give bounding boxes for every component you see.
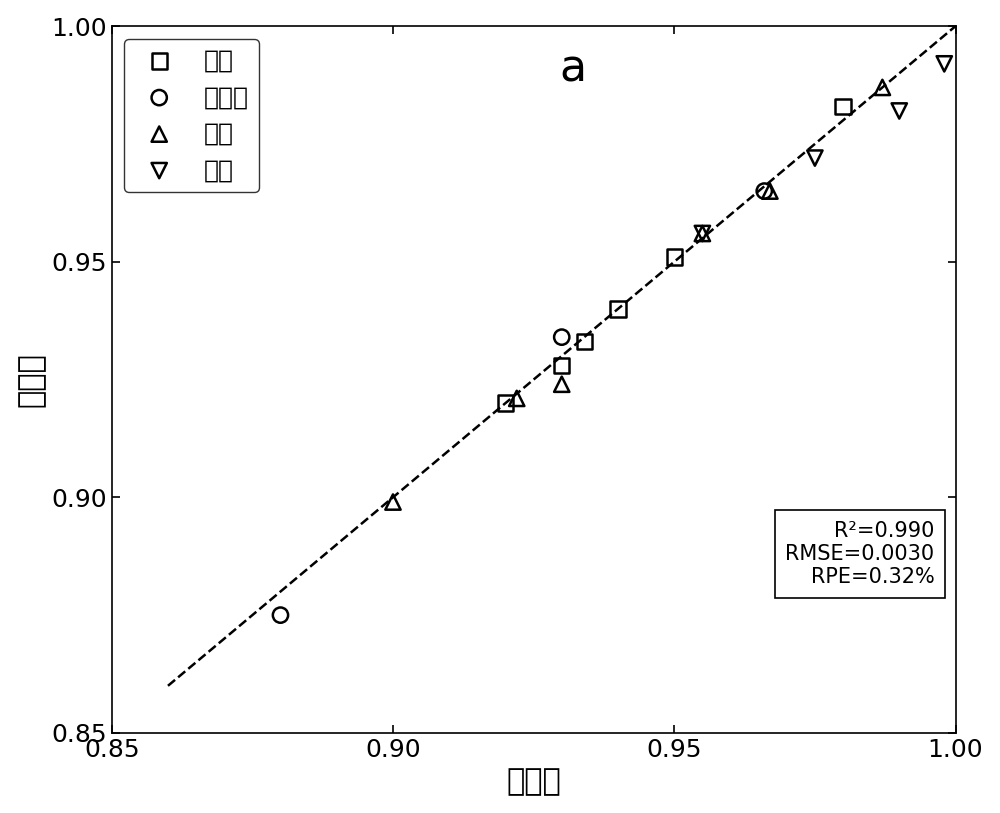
Legend: 杨木, 马尾松, 桦木, 竹子: 杨木, 马尾松, 桦木, 竹子 bbox=[124, 39, 259, 192]
桦木 bbox=[509, 392, 525, 405]
杨木 bbox=[554, 359, 570, 372]
杨木 bbox=[666, 250, 682, 263]
马尾松 bbox=[756, 185, 772, 198]
Y-axis label: 预测値: 预测値 bbox=[17, 352, 46, 407]
竹子 bbox=[936, 58, 952, 71]
Text: R²=0.990
RMSE=0.0030
RPE=0.32%: R²=0.990 RMSE=0.0030 RPE=0.32% bbox=[785, 521, 934, 587]
竹子 bbox=[694, 227, 710, 240]
桦木 bbox=[554, 378, 570, 391]
Text: a: a bbox=[559, 47, 586, 90]
竹子 bbox=[891, 105, 907, 118]
杨木 bbox=[835, 100, 851, 113]
桦木 bbox=[385, 496, 401, 509]
马尾松 bbox=[272, 609, 288, 622]
桦木 bbox=[694, 227, 710, 240]
杨木 bbox=[497, 397, 513, 410]
桦木 bbox=[874, 81, 890, 94]
桦木 bbox=[762, 185, 778, 198]
X-axis label: 实际値: 实际値 bbox=[506, 767, 561, 796]
竹子 bbox=[807, 151, 823, 164]
杨木 bbox=[576, 335, 592, 348]
马尾松 bbox=[554, 331, 570, 344]
杨木 bbox=[610, 302, 626, 315]
